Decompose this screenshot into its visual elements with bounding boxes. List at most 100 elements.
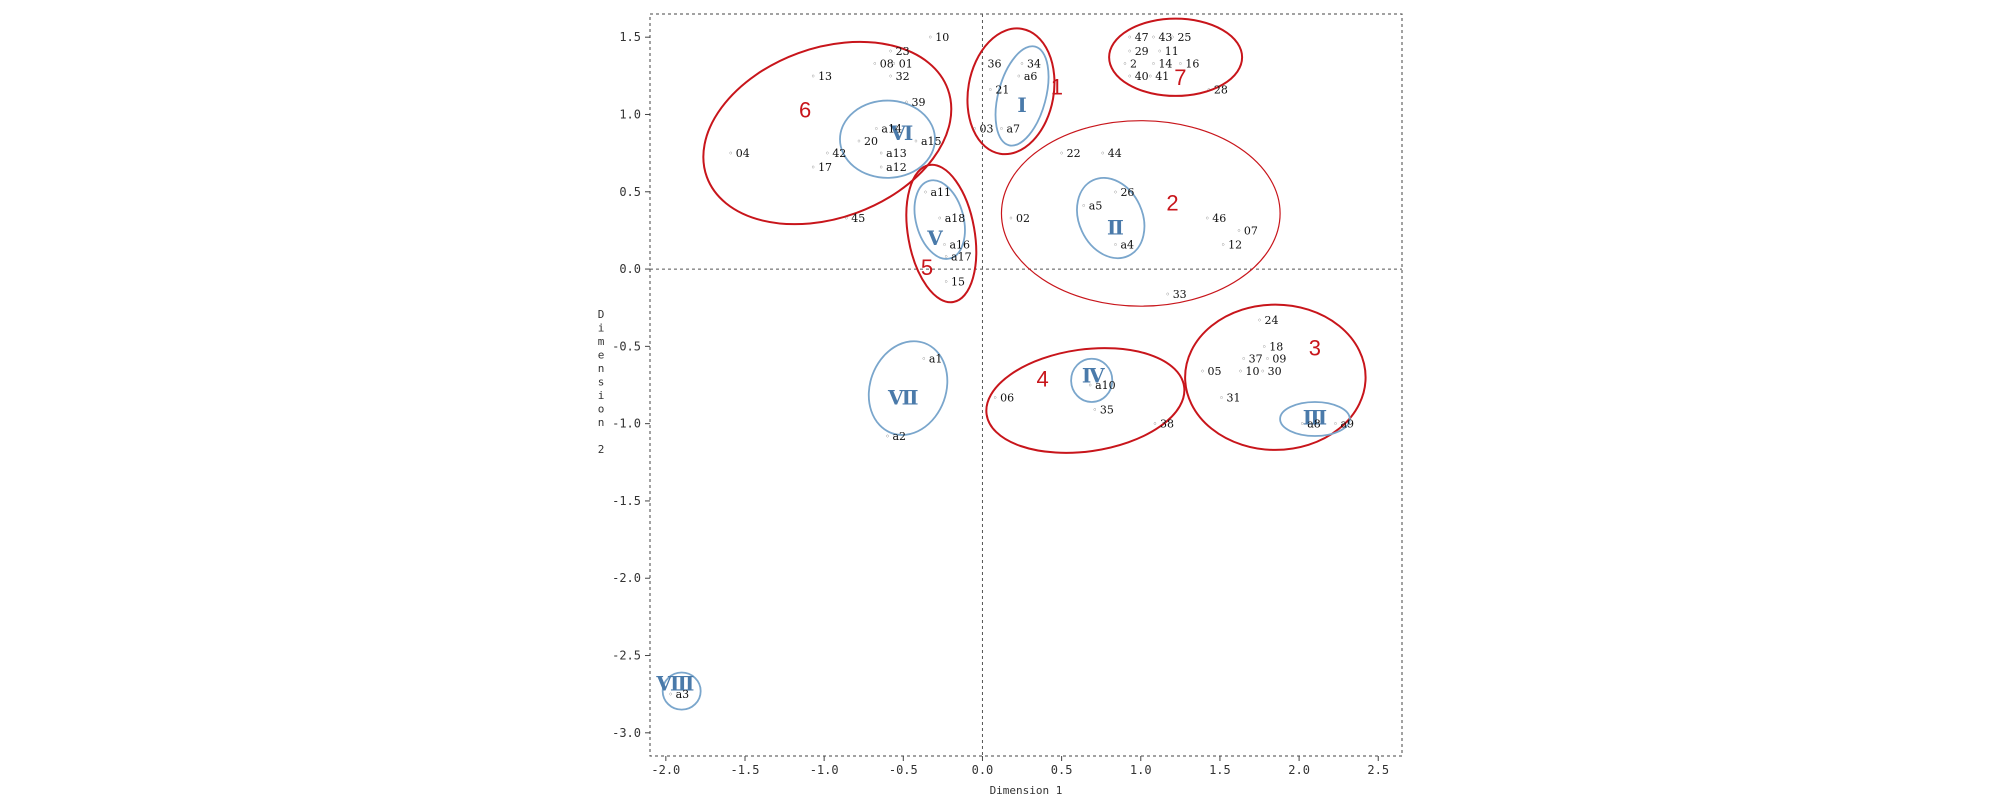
point-marker: ◦ bbox=[944, 277, 949, 286]
point-label: 17 bbox=[818, 161, 832, 174]
x-tick-label: 2.5 bbox=[1367, 763, 1389, 777]
point-marker: ◦ bbox=[942, 240, 947, 249]
point-marker: ◦ bbox=[1170, 33, 1175, 42]
x-axis-ticks: -2.0 -1.5 -1.0 -0.5 0.0 0.5 1.0 1.5 2.0 2.5 bbox=[651, 756, 1389, 777]
point-marker: ◦ bbox=[1262, 342, 1267, 351]
point-marker: ◦ bbox=[923, 188, 928, 197]
cluster-ellipse bbox=[1076, 177, 1146, 260]
cluster-ellipse bbox=[994, 45, 1050, 147]
point-marker: ◦ bbox=[1151, 59, 1156, 68]
point-label: 25 bbox=[1177, 31, 1191, 44]
point-marker: ◦ bbox=[993, 393, 998, 402]
y-tick-label: -3.0 bbox=[612, 726, 641, 740]
point-label: a8 bbox=[1307, 418, 1321, 431]
point-label: a14 bbox=[881, 122, 902, 135]
point-marker: ◦ bbox=[1151, 33, 1156, 42]
point-marker: ◦ bbox=[811, 72, 816, 81]
point-marker: ◦ bbox=[1017, 72, 1022, 81]
group-label: 7 bbox=[1174, 65, 1186, 90]
cluster-label: Ⅴ bbox=[926, 226, 943, 250]
point-label: 04 bbox=[736, 147, 750, 160]
group-label: 2 bbox=[1166, 190, 1178, 215]
point-label: 28 bbox=[1214, 84, 1228, 97]
x-tick-label: -0.5 bbox=[889, 763, 918, 777]
group-ellipse bbox=[1184, 303, 1367, 451]
point-label: 08 bbox=[880, 57, 894, 70]
x-tick-label: 0.5 bbox=[1051, 763, 1073, 777]
group-label: 5 bbox=[921, 255, 933, 280]
x-tick-label: -1.0 bbox=[810, 763, 839, 777]
point-marker: ◦ bbox=[1127, 33, 1132, 42]
group-ellipse bbox=[702, 40, 953, 226]
point-marker: ◦ bbox=[904, 98, 909, 107]
point-marker: ◦ bbox=[922, 355, 927, 364]
point-label: 31 bbox=[1227, 391, 1241, 404]
point-label: a3 bbox=[676, 688, 690, 701]
data-points: ◦ 47 ◦ 43◦ 25◦ 29 ◦ 11◦ 2 ◦ 14 ◦ 16◦ 40 ◦ 41◦ 28◦ 36 ◦ 34◦ a… bbox=[668, 31, 1354, 701]
point-label: 16 bbox=[1185, 57, 1199, 70]
cluster-label: Ⅳ bbox=[1082, 364, 1105, 388]
point-label: 47 bbox=[1135, 31, 1149, 44]
point-label: 14 bbox=[1158, 57, 1172, 70]
point-marker: ◦ bbox=[1088, 381, 1093, 390]
point-label: 09 bbox=[1272, 353, 1286, 366]
point-marker: ◦ bbox=[728, 149, 733, 158]
point-label: 32 bbox=[896, 70, 910, 83]
point-label: 18 bbox=[1269, 340, 1283, 353]
point-marker: ◦ bbox=[1206, 86, 1211, 95]
x-axis-title: Dimension 1 bbox=[990, 784, 1063, 797]
point-label: 45 bbox=[851, 212, 865, 225]
point-marker: ◦ bbox=[937, 214, 942, 223]
point-marker: ◦ bbox=[1009, 214, 1014, 223]
cluster-ellipses: Ⅰ Ⅱ Ⅲ Ⅳ Ⅴ Ⅵ Ⅶ Ⅷ bbox=[655, 45, 1351, 711]
point-marker: ◦ bbox=[1300, 420, 1305, 429]
cluster-label: Ⅰ bbox=[1017, 93, 1026, 117]
point-marker: ◦ bbox=[1265, 355, 1270, 364]
cluster-label: Ⅱ bbox=[1107, 215, 1124, 239]
group-label: 4 bbox=[1036, 367, 1048, 392]
point-marker: ◦ bbox=[1178, 59, 1183, 68]
point-label: 23 bbox=[896, 45, 910, 58]
y-tick-label: 1.5 bbox=[619, 30, 641, 44]
point-label: 22 bbox=[1067, 147, 1081, 160]
point-marker: ◦ bbox=[928, 33, 933, 42]
point-label: a13 bbox=[886, 147, 907, 160]
y-tick-label: -1.0 bbox=[612, 417, 641, 431]
point-marker: ◦ bbox=[972, 124, 977, 133]
point-label: a10 bbox=[1095, 379, 1116, 392]
point-label: 15 bbox=[951, 275, 965, 288]
point-marker: ◦ bbox=[885, 432, 890, 441]
point-label: 03 bbox=[980, 122, 994, 135]
point-marker: ◦ bbox=[1157, 47, 1162, 56]
y-tick-label: -2.5 bbox=[612, 649, 641, 663]
point-marker: ◦ bbox=[891, 59, 896, 68]
point-marker: ◦ bbox=[988, 86, 993, 95]
point-marker: ◦ bbox=[1219, 393, 1224, 402]
group-label: 3 bbox=[1309, 336, 1321, 361]
point-label: a16 bbox=[949, 238, 970, 251]
point-marker: ◦ bbox=[1148, 72, 1153, 81]
point-label: 12 bbox=[1228, 238, 1242, 251]
point-label: 38 bbox=[1160, 418, 1174, 431]
point-marker: ◦ bbox=[1100, 149, 1105, 158]
cluster-ellipse bbox=[839, 99, 936, 179]
point-marker: ◦ bbox=[1333, 420, 1338, 429]
point-label: 2 bbox=[1130, 57, 1137, 70]
point-marker: ◦ bbox=[879, 163, 884, 172]
point-label: a9 bbox=[1341, 418, 1355, 431]
point-label: a11 bbox=[930, 186, 951, 199]
point-label: 21 bbox=[995, 84, 1009, 97]
point-marker: ◦ bbox=[844, 214, 849, 223]
group-label: 6 bbox=[799, 98, 811, 123]
point-label: a17 bbox=[951, 251, 972, 264]
x-tick-label: -2.0 bbox=[651, 763, 680, 777]
group-ellipse bbox=[985, 347, 1186, 454]
point-marker: ◦ bbox=[1081, 202, 1086, 211]
point-label: a15 bbox=[921, 135, 942, 148]
point-label: 44 bbox=[1108, 147, 1122, 160]
point-label: 01 bbox=[899, 57, 913, 70]
cluster-ellipse bbox=[913, 179, 966, 260]
